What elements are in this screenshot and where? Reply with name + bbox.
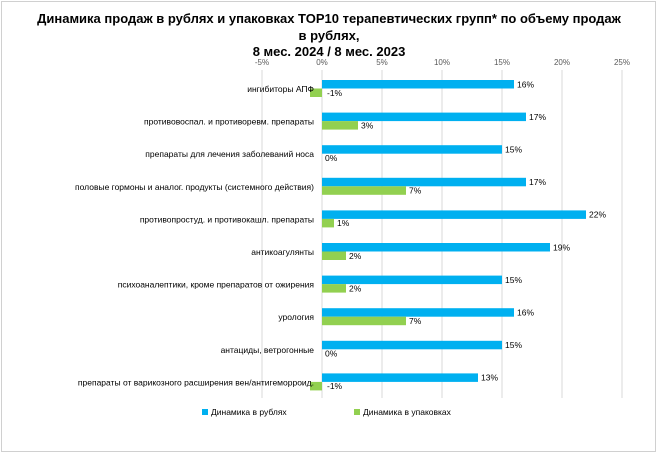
bar-packs — [322, 251, 346, 260]
x-tick-label: 15% — [494, 58, 510, 67]
category-label: антикоагулянты — [251, 247, 314, 257]
x-tick-label: 10% — [434, 58, 450, 67]
data-label-rubles: 15% — [505, 340, 522, 350]
category-label: урология — [278, 312, 314, 322]
x-axis-ticks: -5% 0% 5% 10% 15% 20% 25% — [255, 58, 630, 67]
data-label-packs: -1% — [327, 381, 343, 391]
category-label: ингибиторы АПФ — [247, 84, 314, 94]
data-label-rubles: 17% — [529, 177, 546, 187]
x-tick-label: 25% — [614, 58, 630, 67]
chart-title-line-3: 8 мес. 2024 / 8 мес. 2023 — [253, 44, 406, 59]
data-label-packs: 1% — [337, 218, 350, 228]
x-tick-label: 5% — [376, 58, 388, 67]
legend: Динамика в рублях Динамика в упаковках — [202, 407, 452, 417]
data-label-rubles: 16% — [517, 308, 534, 318]
legend-label-rubles: Динамика в рублях — [211, 407, 287, 417]
data-label-rubles: 22% — [589, 210, 606, 220]
data-label-packs: 2% — [349, 251, 362, 261]
bar-rubles — [322, 210, 586, 219]
bar-rubles — [322, 275, 502, 285]
x-tick-label: 20% — [554, 58, 570, 67]
category-label: противовоспал. и противоревм. препараты — [144, 117, 314, 127]
category-label: антациды, ветрогонные — [221, 345, 315, 355]
bar-rubles — [322, 340, 502, 350]
data-label-packs: -1% — [327, 88, 343, 98]
chart-title-line-1: Динамика продаж в рублях и упаковках TOP… — [37, 11, 622, 26]
bar-rubles — [322, 243, 550, 252]
bar-rubles — [322, 145, 502, 154]
bar-rubles — [322, 112, 526, 122]
bar-rubles — [322, 177, 526, 187]
bar-packs — [322, 284, 346, 293]
data-label-rubles: 19% — [553, 242, 570, 252]
data-label-rubles: 17% — [529, 112, 546, 122]
legend-swatch-rubles — [202, 409, 208, 415]
data-label-rubles: 16% — [517, 79, 534, 89]
legend-label-packs: Динамика в упаковках — [363, 407, 452, 417]
bars: 16% -1% 17% 3% 15% 0% 17% 7% 22% 1% 19% 2% 15% 2% 16% 7… — [310, 79, 606, 391]
chart-title: Динамика продаж в рублях и упаковках TOP… — [37, 11, 622, 59]
bar-rubles — [322, 373, 478, 382]
data-label-packs: 3% — [361, 120, 374, 130]
bar-packs — [322, 186, 406, 195]
bar-rubles — [322, 80, 514, 89]
x-tick-label: 0% — [316, 58, 328, 67]
chart-title-line-2: в рублях, — [299, 28, 360, 43]
category-label: препараты от варикозного расширения вен/… — [78, 377, 314, 387]
data-label-packs: 7% — [409, 316, 422, 326]
data-label-rubles: 13% — [481, 373, 498, 383]
category-label: половые гормоны и аналог. продукты (сист… — [75, 182, 314, 192]
data-label-packs: 0% — [325, 349, 338, 359]
category-label: психоаналептики, кроме препаратов от ожи… — [118, 280, 315, 290]
category-label: противопростуд. и противокашл. препараты — [140, 214, 314, 224]
legend-swatch-packs — [354, 409, 360, 415]
bar-packs — [310, 381, 322, 391]
bar-packs — [322, 121, 358, 130]
bar-packs — [310, 88, 322, 97]
category-label: препараты для лечения заболеваний носа — [145, 149, 314, 159]
bar-packs — [322, 218, 334, 228]
x-tick-label: -5% — [255, 58, 269, 67]
data-label-rubles: 15% — [505, 275, 522, 285]
bar-rubles — [322, 308, 514, 317]
data-label-rubles: 15% — [505, 145, 522, 155]
category-labels: ингибиторы АПФ противовоспал. и противоре… — [75, 84, 314, 387]
bar-packs — [322, 316, 406, 326]
data-label-packs: 0% — [325, 153, 338, 163]
data-label-packs: 7% — [409, 186, 422, 196]
data-label-packs: 2% — [349, 283, 362, 293]
